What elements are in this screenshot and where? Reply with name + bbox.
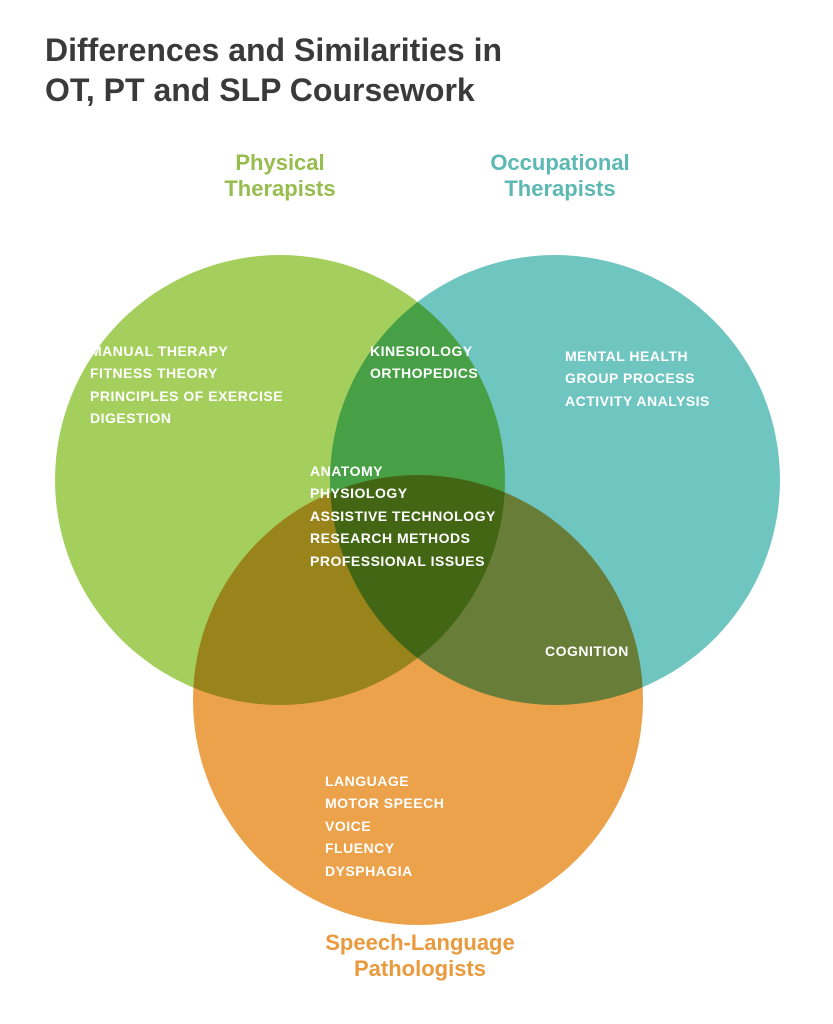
course-item: ASSISTIVE TECHNOLOGY [310, 505, 496, 527]
title-line2: OT, PT and SLP Coursework [45, 72, 475, 108]
course-item: PHYSIOLOGY [310, 482, 496, 504]
all-overlap-text: ANATOMYPHYSIOLOGYASSISTIVE TECHNOLOGYRES… [310, 460, 496, 572]
course-item: COGNITION [545, 640, 629, 662]
slp-only-text: LANGUAGEMOTOR SPEECHVOICEFLUENCYDYSPHAGI… [325, 770, 444, 882]
course-item: LANGUAGE [325, 770, 444, 792]
course-item: FITNESS THEORY [90, 362, 283, 384]
pt-only-text: MANUAL THERAPYFITNESS THEORYPRINCIPLES O… [90, 340, 283, 430]
course-item: VOICE [325, 815, 444, 837]
course-item: GROUP PROCESS [565, 367, 710, 389]
course-item: PROFESSIONAL ISSUES [310, 550, 496, 572]
course-item: PRINCIPLES OF EXERCISE [90, 385, 283, 407]
course-item: MENTAL HEALTH [565, 345, 710, 367]
venn-diagram: Physical Therapists Occupational Therapi… [0, 150, 833, 1020]
course-item: FLUENCY [325, 837, 444, 859]
title-line1: Differences and Similarities in [45, 32, 502, 68]
course-item: ORTHOPEDICS [370, 362, 478, 384]
pt-ot-overlap-text: KINESIOLOGYORTHOPEDICS [370, 340, 478, 385]
page-title: Differences and Similarities in OT, PT a… [45, 30, 502, 110]
course-item: DIGESTION [90, 407, 283, 429]
slp-label: Speech-Language Pathologists [290, 930, 550, 983]
course-item: RESEARCH METHODS [310, 527, 496, 549]
ot-label: Occupational Therapists [450, 150, 670, 203]
course-item: ANATOMY [310, 460, 496, 482]
course-item: DYSPHAGIA [325, 860, 444, 882]
course-item: KINESIOLOGY [370, 340, 478, 362]
course-item: MANUAL THERAPY [90, 340, 283, 362]
ot-only-text: MENTAL HEALTHGROUP PROCESSACTIVITY ANALY… [565, 345, 710, 412]
course-item: ACTIVITY ANALYSIS [565, 390, 710, 412]
ot-slp-overlap-text: COGNITION [545, 640, 629, 662]
course-item: MOTOR SPEECH [325, 792, 444, 814]
pt-label: Physical Therapists [180, 150, 380, 203]
